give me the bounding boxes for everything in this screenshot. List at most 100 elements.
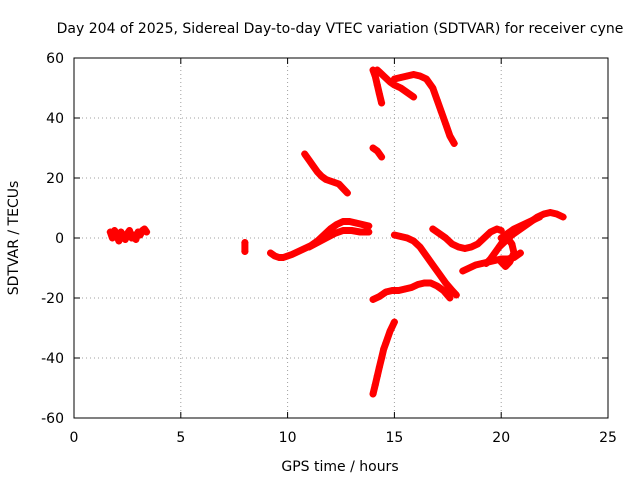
data-point — [108, 234, 116, 242]
data-point — [346, 218, 354, 225]
data-point — [331, 230, 339, 237]
data-point — [435, 230, 443, 237]
series-arc-15h-18h-lower — [390, 231, 460, 299]
data-point — [454, 243, 462, 251]
data-point — [386, 327, 394, 335]
data-point — [397, 84, 405, 92]
data-point — [523, 219, 531, 227]
data-point — [322, 176, 330, 183]
data-point — [465, 264, 473, 272]
data-point — [403, 72, 411, 80]
data-point — [369, 390, 377, 398]
data-point — [410, 71, 418, 78]
data-point — [305, 243, 313, 251]
data-point — [459, 267, 467, 275]
series-arc-20h-22h — [497, 213, 544, 242]
y-tick-label: 20 — [46, 171, 64, 187]
data-point — [331, 179, 339, 186]
data-point — [510, 249, 518, 257]
data-point — [410, 93, 418, 101]
y-tick-label: -20 — [41, 291, 64, 307]
data-point — [397, 233, 405, 240]
data-point — [397, 74, 405, 81]
series-arc-14h-17h — [369, 279, 454, 303]
data-point — [497, 258, 505, 266]
data-point — [284, 252, 292, 260]
data-point — [416, 243, 424, 251]
data-point — [442, 279, 450, 287]
data-point — [126, 227, 134, 234]
data-point — [130, 231, 138, 239]
data-point — [446, 132, 454, 140]
y-tick-label: 0 — [55, 231, 64, 247]
data-point — [365, 228, 373, 236]
data-point — [442, 234, 450, 242]
data-point — [384, 333, 392, 341]
data-point — [540, 210, 548, 218]
data-point — [474, 240, 482, 248]
data-point — [371, 72, 379, 80]
data-point — [339, 227, 347, 234]
series-arc-14h-descending — [373, 66, 418, 101]
data-point — [448, 240, 456, 248]
data-point — [497, 227, 505, 234]
data-point — [440, 287, 448, 294]
data-point — [322, 234, 330, 242]
data-point — [559, 213, 567, 221]
data-point — [420, 279, 428, 287]
data-point — [395, 287, 403, 294]
data-point — [380, 72, 388, 80]
data-point — [335, 180, 343, 188]
data-point — [106, 228, 114, 236]
data-point — [416, 72, 424, 80]
data-point — [442, 120, 450, 128]
data-point — [446, 294, 454, 302]
data-point — [390, 318, 398, 326]
data-point — [390, 231, 398, 239]
x-tick-label: 20 — [492, 430, 510, 446]
data-point — [375, 293, 383, 300]
data-point — [378, 153, 386, 161]
x-tick-label: 0 — [70, 430, 79, 446]
data-point — [373, 147, 381, 155]
data-point — [380, 345, 388, 353]
data-point — [429, 225, 437, 233]
data-point — [314, 239, 322, 246]
data-point — [504, 230, 512, 237]
data-point — [382, 339, 390, 347]
data-point — [480, 234, 488, 242]
data-point — [309, 162, 317, 170]
x-tick-label: 5 — [176, 430, 185, 446]
data-point — [375, 90, 383, 98]
data-point — [461, 245, 469, 252]
data-point — [390, 75, 398, 83]
data-point — [510, 225, 518, 233]
data-point — [318, 173, 326, 180]
data-point — [343, 189, 351, 197]
data-point — [546, 209, 554, 216]
data-point — [369, 144, 377, 152]
data-point — [435, 270, 443, 278]
data-point — [450, 140, 458, 147]
x-tick-label: 25 — [599, 430, 617, 446]
data-point — [378, 354, 386, 362]
data-point — [339, 218, 347, 225]
data-point — [433, 96, 441, 104]
series-arc-14h-steep — [369, 66, 386, 107]
data-point — [508, 240, 516, 248]
data-point — [403, 89, 411, 96]
x-tick-label: 15 — [385, 430, 403, 446]
data-point — [388, 287, 396, 294]
data-point — [326, 225, 334, 233]
data-point — [373, 372, 381, 380]
data-point — [375, 363, 383, 371]
series-arc-15h-18h — [390, 71, 458, 147]
data-point — [339, 185, 347, 192]
data-point — [493, 225, 501, 233]
data-point — [506, 258, 514, 266]
y-tick-label: 40 — [46, 111, 64, 127]
data-point — [326, 177, 334, 185]
data-point — [487, 228, 495, 236]
data-point — [301, 150, 309, 158]
data-point — [429, 261, 437, 269]
